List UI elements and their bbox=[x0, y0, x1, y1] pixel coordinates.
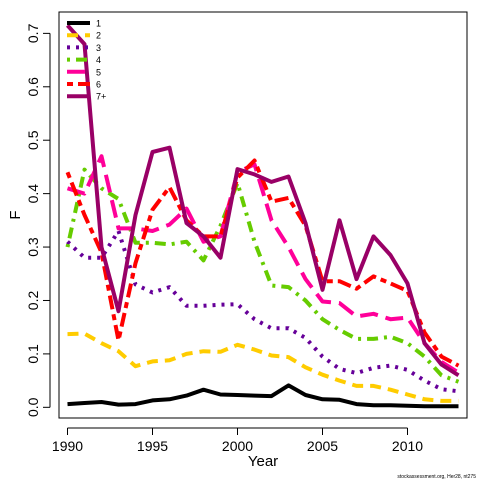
y-axis-title: F bbox=[7, 210, 24, 219]
y-tick-label: 0.2 bbox=[25, 291, 41, 311]
series-line-7plus bbox=[66, 24, 460, 377]
legend-label: 7+ bbox=[96, 92, 106, 102]
plot-frame bbox=[58, 11, 468, 419]
legend-label: 6 bbox=[96, 80, 101, 90]
credit-text: stockassessment.org, Her28, nt275 bbox=[397, 474, 476, 480]
y-tick-label: 0.5 bbox=[25, 130, 41, 150]
legend-label: 4 bbox=[96, 55, 101, 65]
x-axis: 1990 1995 2000 2005 2010 bbox=[52, 427, 423, 454]
legend-label: 1 bbox=[96, 19, 101, 29]
series-layer bbox=[65, 24, 460, 409]
y-tick-label: 0.4 bbox=[25, 184, 41, 204]
x-tick-label: 2000 bbox=[222, 438, 253, 454]
series-line-6 bbox=[65, 158, 460, 368]
x-tick-label: 2005 bbox=[307, 438, 338, 454]
series-line-4 bbox=[65, 167, 460, 384]
y-tick-label: 0.3 bbox=[25, 237, 41, 257]
x-axis-title: Year bbox=[248, 453, 278, 470]
series-line-2 bbox=[67, 331, 459, 403]
legend: 1 2 3 4 5 6 7+ bbox=[67, 19, 106, 102]
y-axis: 0.0 0.1 0.2 0.3 0.4 0.5 0.6 0.7 bbox=[25, 23, 51, 417]
legend-label: 2 bbox=[96, 31, 101, 41]
x-tick-label: 1990 bbox=[52, 438, 83, 454]
y-tick-label: 0.1 bbox=[25, 344, 41, 364]
x-tick-label: 1995 bbox=[137, 438, 168, 454]
legend-label: 5 bbox=[96, 67, 101, 77]
y-tick-label: 0.0 bbox=[25, 397, 41, 417]
x-tick-label: 2010 bbox=[392, 438, 423, 454]
legend-label: 3 bbox=[96, 43, 101, 53]
y-tick-label: 0.7 bbox=[25, 23, 41, 43]
y-tick-label: 0.6 bbox=[25, 77, 41, 97]
series-line-1 bbox=[67, 383, 459, 409]
